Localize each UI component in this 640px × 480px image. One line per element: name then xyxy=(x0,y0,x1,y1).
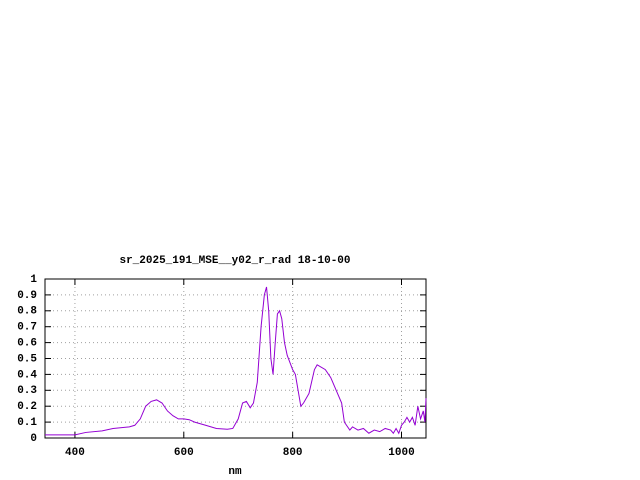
y-tick-label: 0.2 xyxy=(17,401,37,413)
y-tick-label: 0 xyxy=(30,433,37,445)
y-tick-label: 0.9 xyxy=(17,290,37,302)
x-tick-label: 600 xyxy=(174,447,194,459)
x-tick-label: 1000 xyxy=(388,447,414,459)
x-axis-label: nm xyxy=(228,466,242,478)
x-tick-label: 800 xyxy=(283,447,303,459)
y-tick-label: 0.5 xyxy=(17,353,37,365)
y-tick-label: 0.6 xyxy=(17,338,37,350)
y-tick-label: 0.8 xyxy=(17,306,37,318)
y-tick-label: 0.3 xyxy=(17,385,37,397)
y-tick-label: 0.7 xyxy=(17,322,37,334)
y-tick-label: 0.4 xyxy=(17,369,37,381)
y-tick-label: 1 xyxy=(30,274,37,286)
plot-border xyxy=(44,278,427,439)
y-tick-label: 0.1 xyxy=(17,417,37,429)
data-line xyxy=(45,286,427,436)
x-tick-label: 400 xyxy=(65,447,85,459)
chart-title: sr_2025_191_MSE__y02_r_rad 18-10-00 xyxy=(119,255,350,267)
